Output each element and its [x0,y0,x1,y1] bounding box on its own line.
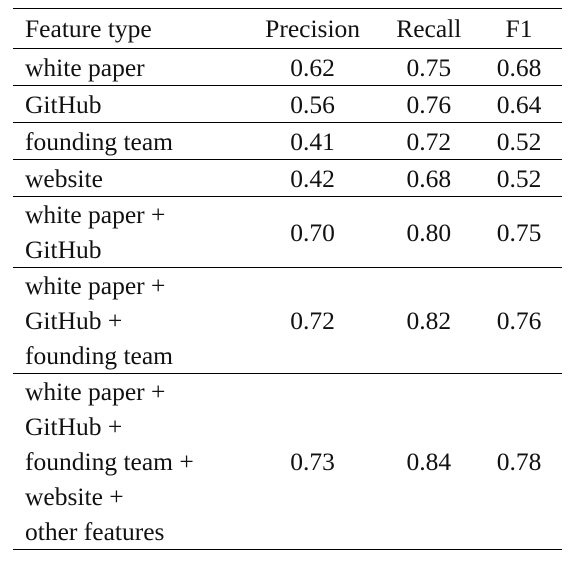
table-row: white paper 0.62 0.75 0.68 [13,48,562,86]
feature-line: website [25,163,103,193]
table-row: white paper + GitHub + founding team 0.7… [13,267,562,374]
precision-cell: 0.70 [243,196,382,268]
feature-line: founding team [25,341,174,370]
table-row: white paper + GitHub + founding team + w… [13,373,562,550]
recall-cell: 0.72 [381,122,477,160]
precision-cell: 0.41 [243,122,382,160]
feature-line: founding team + [25,447,194,476]
feature-cell: white paper + GitHub + founding team [13,267,244,374]
table-row: website 0.42 0.68 0.52 [13,159,562,197]
feature-cell: GitHub [13,85,244,123]
f1-cell: 0.52 [476,159,562,197]
f1-cell: 0.52 [476,122,562,160]
table-body: white paper 0.62 0.75 0.68 GitHub 0.56 0… [13,48,562,550]
precision-cell: 0.73 [243,373,382,550]
feature-line: GitHub + [25,412,123,441]
f1-cell: 0.75 [476,196,562,268]
feature-line: GitHub + [25,306,123,335]
precision-cell: 0.62 [243,48,382,86]
table-row: white paper + GitHub 0.70 0.80 0.75 [13,196,562,268]
recall-cell: 0.84 [381,373,477,550]
f1-cell: 0.68 [476,48,562,86]
feature-cell: white paper + GitHub + founding team + w… [13,373,244,550]
f1-cell: 0.78 [476,373,562,550]
feature-line: other features [25,517,165,546]
feature-line: GitHub [25,235,102,264]
table-header: Feature type Precision Recall F1 [13,8,562,49]
precision-cell: 0.72 [243,267,382,374]
feature-line: white paper + [25,200,166,229]
f1-cell: 0.64 [476,85,562,123]
feature-cell: founding team [13,122,244,160]
header-row: Feature type Precision Recall F1 [13,8,562,49]
header-f1: F1 [476,8,562,49]
precision-cell: 0.42 [243,159,382,197]
results-table: Feature type Precision Recall F1 white p… [13,8,562,550]
feature-cell: white paper [13,48,244,86]
precision-cell: 0.56 [243,85,382,123]
feature-line: white paper + [25,271,166,300]
feature-line: GitHub [25,89,102,119]
feature-cell: white paper + GitHub [13,196,244,268]
header-feature-type: Feature type [13,8,244,49]
f1-cell: 0.76 [476,267,562,374]
feature-line: founding team [25,126,174,156]
feature-line: white paper + [25,377,166,406]
feature-line: website + [25,482,124,511]
recall-cell: 0.68 [381,159,477,197]
recall-cell: 0.75 [381,48,477,86]
results-table-container: Feature type Precision Recall F1 white p… [13,8,562,550]
feature-line: white paper [25,52,145,82]
header-recall: Recall [381,8,477,49]
recall-cell: 0.76 [381,85,477,123]
recall-cell: 0.82 [381,267,477,374]
recall-cell: 0.80 [381,196,477,268]
feature-cell: website [13,159,244,197]
table-row: founding team 0.41 0.72 0.52 [13,122,562,160]
table-row: GitHub 0.56 0.76 0.64 [13,85,562,123]
header-precision: Precision [243,8,382,49]
